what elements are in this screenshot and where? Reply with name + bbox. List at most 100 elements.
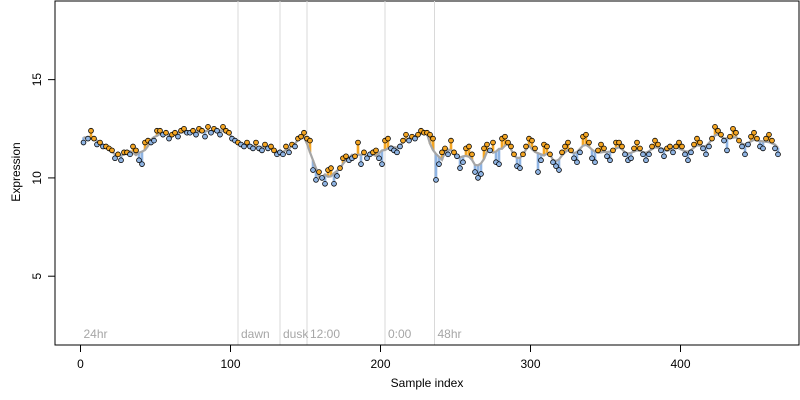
data-point <box>706 143 712 150</box>
data-point <box>322 181 328 187</box>
data-point <box>286 149 292 156</box>
data-point <box>172 129 178 136</box>
data-point <box>769 137 775 144</box>
data-point <box>85 135 91 142</box>
data-point <box>736 137 742 144</box>
data-point <box>502 133 508 140</box>
data-point <box>550 159 556 165</box>
data-point <box>358 161 364 167</box>
data-point <box>442 145 448 152</box>
data-point <box>679 143 685 150</box>
data-point <box>97 139 103 146</box>
data-point <box>487 147 493 154</box>
data-point <box>202 133 208 140</box>
data-point <box>199 127 205 134</box>
phase-label: 12:00 <box>310 327 340 341</box>
data-point <box>511 151 517 158</box>
data-point <box>193 131 199 138</box>
data-point <box>271 147 277 154</box>
data-point <box>313 177 319 183</box>
data-point <box>595 147 601 154</box>
data-point <box>637 145 643 152</box>
data-point <box>244 139 250 146</box>
data-point <box>574 159 580 165</box>
data-point <box>379 161 385 167</box>
data-point <box>532 145 538 152</box>
data-point <box>241 143 247 150</box>
data-point <box>343 153 349 160</box>
data-point <box>763 135 769 142</box>
data-point <box>760 145 766 152</box>
data-point <box>577 149 583 156</box>
data-point <box>523 143 529 150</box>
data-point <box>352 153 358 160</box>
data-point <box>292 143 298 150</box>
data-point <box>655 141 661 148</box>
data-point <box>307 137 313 144</box>
data-point <box>445 151 451 158</box>
data-point <box>544 143 550 150</box>
data-point <box>586 139 592 146</box>
data-point <box>361 149 367 156</box>
data-point <box>640 151 646 158</box>
data-point <box>217 131 223 138</box>
data-point <box>556 167 562 173</box>
data-point <box>751 129 757 136</box>
data-point <box>385 135 391 142</box>
data-point <box>316 169 322 175</box>
data-point <box>334 173 340 179</box>
data-point <box>139 161 145 167</box>
data-point <box>748 133 754 140</box>
phase-label: dawn <box>241 327 270 341</box>
data-point <box>712 124 718 130</box>
data-point <box>403 131 409 138</box>
data-point <box>181 125 187 132</box>
data-point <box>568 147 574 154</box>
data-point <box>505 139 511 146</box>
plot-frame <box>54 0 800 346</box>
data-point <box>559 149 565 156</box>
data-point <box>133 147 139 154</box>
data-point <box>610 147 616 154</box>
data-point <box>250 145 256 152</box>
data-point <box>454 153 460 160</box>
data-point <box>253 139 259 146</box>
data-point <box>643 157 649 164</box>
data-point <box>448 137 454 144</box>
data-point <box>661 153 667 160</box>
data-point <box>394 149 400 156</box>
data-point <box>472 169 478 175</box>
data-point <box>517 165 523 171</box>
phase-labels: 24hr dawn dusk 12:00 0:00 48hr <box>84 327 462 341</box>
data-point <box>697 139 703 146</box>
data-point <box>601 145 607 152</box>
data-point <box>529 137 535 144</box>
data-point <box>457 165 463 171</box>
data-point <box>460 159 466 165</box>
data-point <box>772 145 778 152</box>
data-point <box>730 125 736 132</box>
data-point <box>616 139 622 146</box>
data-point <box>88 127 94 134</box>
data-point <box>700 145 706 152</box>
data-point <box>694 135 700 142</box>
data-point <box>724 147 730 154</box>
data-point <box>430 135 436 142</box>
data-point <box>136 157 142 164</box>
data-point <box>508 143 514 150</box>
data-point <box>433 177 439 183</box>
data-point <box>109 147 115 154</box>
data-point <box>658 147 664 154</box>
data-point <box>337 165 343 171</box>
data-point <box>280 151 286 158</box>
phase-lines <box>237 1 435 345</box>
data-point <box>283 143 289 150</box>
data-point <box>319 175 325 181</box>
phase-label: 48hr <box>438 327 462 341</box>
data-point <box>634 139 640 146</box>
data-point <box>80 139 87 146</box>
data-points <box>80 124 781 187</box>
x-tick-label: 100 <box>220 357 240 371</box>
data-point <box>652 137 658 144</box>
data-point <box>259 147 265 154</box>
